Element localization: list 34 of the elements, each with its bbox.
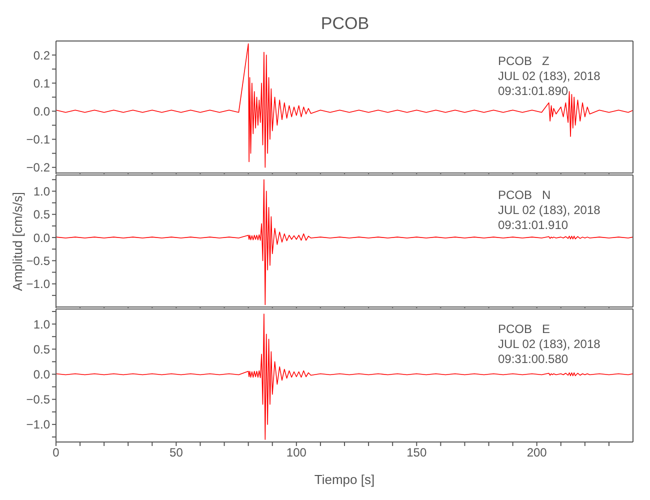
x-axis-title: Tiempo [s]: [314, 472, 375, 487]
y-tick-label: −1.0: [26, 277, 50, 292]
line-series: [56, 314, 633, 440]
y-tick-label: −0.5: [26, 254, 50, 268]
x-tick-label: 150: [406, 446, 427, 460]
annotation: JUL 02 (183), 2018: [498, 337, 600, 352]
annotation: 09:31:01.890: [498, 84, 570, 99]
y-axis-title: Amplitud [cm/s/s]: [10, 192, 25, 290]
y-tick-label: −0.1: [26, 132, 50, 147]
annotation: PCOB N: [498, 188, 552, 203]
y-tick-label: 1.0: [33, 184, 50, 198]
y-tick-label: 1.0: [33, 317, 50, 332]
x-tick-label: 0: [52, 446, 60, 460]
y-tick-label: 0.0: [33, 104, 50, 118]
annotation: 09:31:00.580: [498, 352, 570, 367]
y-tick-label: 0.1: [33, 76, 50, 90]
y-tick-label: −0.5: [26, 392, 50, 407]
y-tick-label: 0.2: [33, 48, 50, 62]
x-tick-label: 100: [286, 446, 307, 460]
annotation: 09:31:01.910: [498, 218, 570, 233]
x-tick-label: 50: [170, 446, 184, 460]
line-series: [56, 43, 633, 168]
y-tick-label: 0.0: [33, 368, 50, 382]
annotation: JUL 02 (183), 2018: [498, 203, 600, 218]
y-tick-label: 0.5: [33, 208, 50, 222]
y-tick-label: 0.5: [33, 342, 50, 356]
y-tick-label: −1.0: [26, 418, 50, 432]
annotation: PCOB E: [498, 322, 552, 337]
chart-title: PCOB: [320, 14, 370, 34]
y-tick-label: −0.2: [26, 160, 50, 175]
y-tick-label: 0.0: [33, 230, 50, 245]
annotation: JUL 02 (183), 2018: [498, 69, 600, 84]
x-tick-label: 200: [526, 446, 548, 460]
annotation: PCOB Z: [498, 54, 550, 69]
